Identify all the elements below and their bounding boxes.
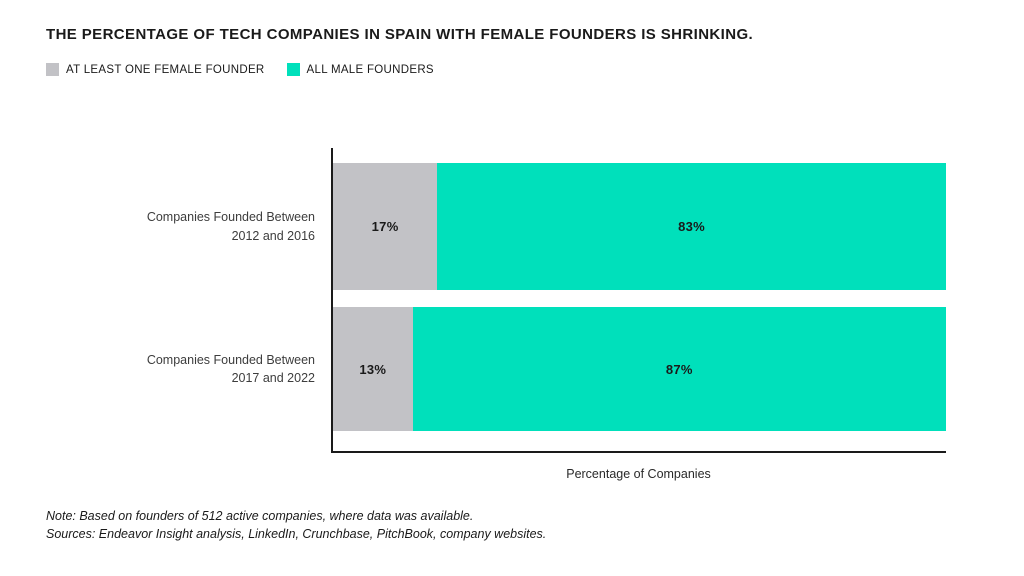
x-axis-label-row: Percentage of Companies	[46, 467, 946, 481]
data-label: 83%	[678, 219, 706, 234]
data-label: 13%	[359, 361, 387, 377]
category-label-2017-2022: Companies Founded Between 2017 and 2022	[146, 352, 315, 385]
data-label: 17%	[371, 219, 399, 234]
category-labels: Companies Founded Between 2012 and 2016 …	[46, 148, 331, 453]
legend-item-all-male: ALL MALE FOUNDERS	[286, 63, 434, 76]
legend-item-female-founder: AT LEAST ONE FEMALE FOUNDER	[46, 63, 265, 76]
bar-row-2012-2016: 17% 83%	[333, 163, 946, 290]
segment-all-male-2012-2016: 83%	[437, 163, 946, 290]
category-label-2012-2016: Companies Founded Between 2012 and 2016	[146, 210, 315, 243]
legend: AT LEAST ONE FEMALE FOUNDER ALL MALE FOU…	[46, 63, 1024, 76]
bar-row-2017-2022: 13% 87%	[333, 307, 946, 431]
x-axis-label: Percentage of Companies	[566, 467, 711, 481]
segment-female-founder-2012-2016: 17%	[333, 163, 438, 290]
plot-area: 17% 83% 13% 87%	[331, 148, 946, 453]
note-line: Note: Based on founders of 512 active co…	[46, 509, 474, 523]
data-label: 87%	[665, 361, 693, 377]
legend-swatch-gray	[46, 63, 59, 76]
bar-chart: Companies Founded Between 2012 and 2016 …	[46, 148, 946, 453]
legend-label-all-male: ALL MALE FOUNDERS	[306, 63, 434, 76]
chart-title: THE PERCENTAGE OF TECH COMPANIES IN SPAI…	[46, 26, 754, 43]
legend-swatch-teal	[286, 63, 300, 76]
segment-female-founder-2017-2022: 13%	[333, 307, 413, 431]
legend-label-female-founder: AT LEAST ONE FEMALE FOUNDER	[66, 63, 265, 76]
footnotes: Note: Based on founders of 512 active co…	[46, 507, 1024, 543]
sources-line: Sources: Endeavor Insight analysis, Link…	[46, 527, 547, 542]
segment-all-male-2017-2022: 87%	[412, 307, 946, 431]
x-axis-spacer	[46, 467, 331, 481]
